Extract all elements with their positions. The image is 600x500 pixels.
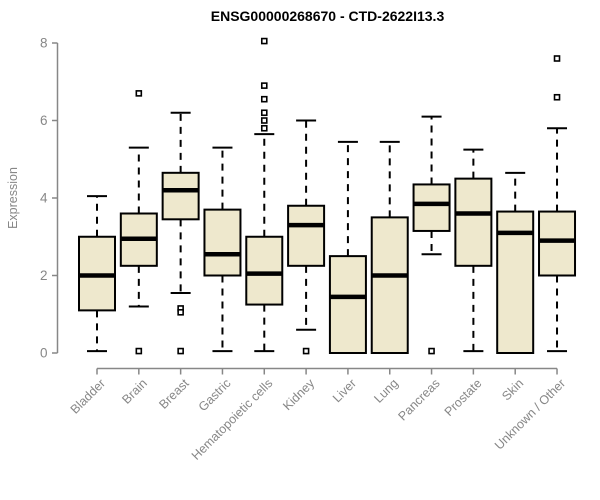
outlier-point: [260, 117, 268, 124]
outlier-point: [135, 90, 143, 97]
outlier-point: [260, 95, 268, 103]
x-tick-label: Breast: [156, 376, 192, 412]
x-tick-label: Prostate: [442, 376, 485, 419]
outlier-point: [177, 347, 184, 355]
x-tick-label: Unknown / Other: [492, 376, 568, 452]
x-tick-label: Hematopoietic cells: [189, 376, 276, 463]
box-Kidney: [287, 204, 326, 267]
outlier-point: [260, 109, 268, 117]
x-tick-label: Skin: [499, 376, 526, 403]
box-Hematopoietic cells: [245, 235, 284, 306]
x-tick-label: Pancreas: [395, 376, 442, 423]
y-tick-label: 4: [40, 191, 48, 206]
box-Skin: [496, 210, 535, 354]
y-tick-label: 6: [40, 113, 48, 128]
box-Unknown / Other: [538, 210, 577, 277]
outlier-point: [135, 347, 143, 355]
outlier-point: [260, 82, 268, 89]
x-tick-label: Liver: [330, 376, 359, 405]
chart-title: ENSG00000268670 - CTD-2622I13.3: [210, 8, 445, 24]
x-tick-label: Lung: [371, 376, 401, 406]
box-Breast: [161, 171, 200, 221]
box-Liver: [328, 255, 367, 354]
outlier-point: [260, 37, 268, 45]
box-Lung: [370, 216, 409, 354]
x-tick-label: Gastric: [196, 376, 234, 414]
y-tick-label: 8: [40, 36, 48, 51]
outlier-point: [553, 55, 561, 62]
outlier-point: [260, 124, 268, 132]
box-Prostate: [454, 177, 493, 267]
x-tick-label: Brain: [119, 376, 150, 407]
outlier-point: [177, 309, 184, 316]
x-tick-label: Bladder: [68, 376, 108, 416]
box-Pancreas: [412, 183, 451, 232]
y-tick-label: 0: [40, 346, 48, 361]
outlier-point: [302, 347, 310, 355]
x-tick-label: Kidney: [280, 376, 317, 413]
outlier-point: [553, 93, 561, 101]
box-Gastric: [203, 208, 242, 277]
outlier-point: [428, 347, 435, 355]
y-tick-label: 2: [40, 268, 48, 283]
